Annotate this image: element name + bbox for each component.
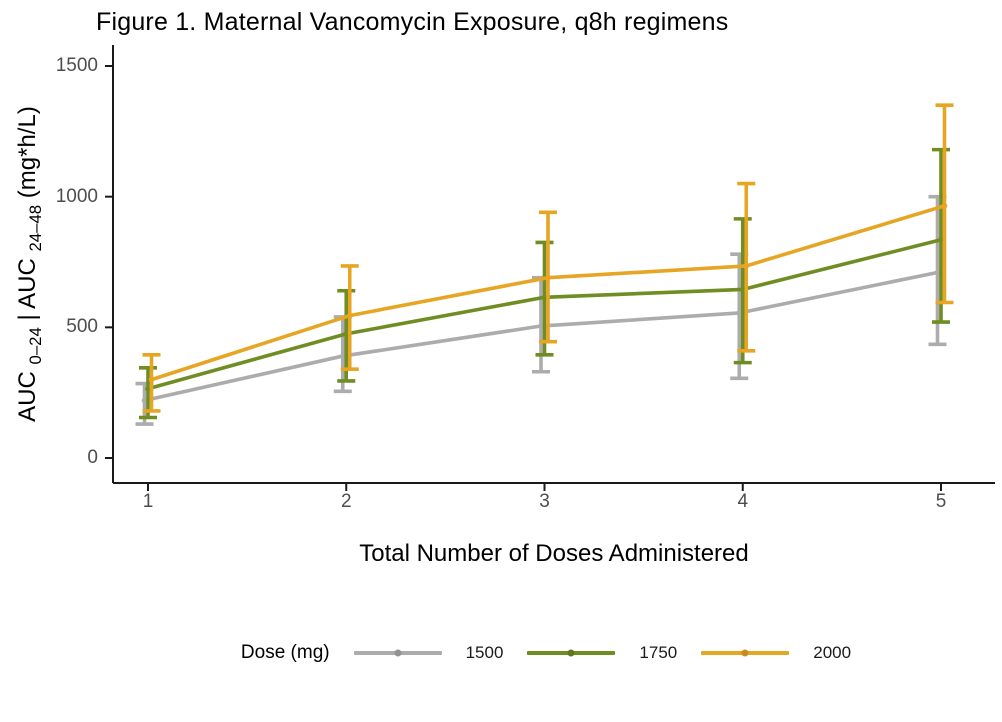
data-point-2000 xyxy=(148,376,155,383)
legend-key-line-1500 xyxy=(353,649,442,657)
y-tick-label: 1000 xyxy=(55,185,98,207)
data-point-1500 xyxy=(339,353,346,359)
data-point-2000 xyxy=(941,203,948,209)
y-tick-label: 500 xyxy=(66,316,98,338)
x-tick-label: 3 xyxy=(539,491,550,512)
legend-key-point-2000 xyxy=(741,649,749,657)
legend: Dose (mg) 1500 1750 2000 xyxy=(0,634,1002,672)
x-tick-label: 5 xyxy=(935,491,947,512)
legend-key-line-1750 xyxy=(527,649,616,657)
data-point-2000 xyxy=(545,274,551,281)
legend-key-point-1500 xyxy=(394,649,402,657)
legend-item-1500: 1500 xyxy=(353,643,504,663)
data-point-1500 xyxy=(934,269,941,276)
data-point-1750 xyxy=(343,331,350,337)
chart-title: Figure 1. Maternal Vancomycin Exposure, … xyxy=(96,8,729,36)
data-point-1750 xyxy=(541,294,548,301)
y-tick-label: 1500 xyxy=(55,55,98,76)
x-axis-title: Total Number of Doses Administered xyxy=(359,540,749,567)
data-point-2000 xyxy=(743,263,750,269)
legend-key-point-1750 xyxy=(567,649,575,657)
legend-title: Dose (mg) xyxy=(240,642,330,663)
legend-item-1750: 1750 xyxy=(527,643,677,663)
y-tick-label: 0 xyxy=(87,447,98,468)
legend-label-1500: 1500 xyxy=(465,643,504,662)
x-tick-label: 4 xyxy=(737,491,749,512)
legend-label-1750: 1750 xyxy=(639,643,678,662)
data-point-1500 xyxy=(538,323,544,329)
legend-key-line-2000 xyxy=(701,649,790,657)
data-point-1750 xyxy=(938,236,944,243)
x-tick-label: 2 xyxy=(340,491,352,512)
x-tick-label: 1 xyxy=(142,491,154,512)
data-point-1750 xyxy=(145,385,151,392)
plot-area xyxy=(105,45,995,491)
data-point-1500 xyxy=(141,397,148,404)
data-point-1500 xyxy=(736,310,743,316)
legend-item-2000: 2000 xyxy=(701,643,851,663)
legend-label-2000: 2000 xyxy=(813,643,852,662)
data-point-2000 xyxy=(346,312,353,319)
data-point-1750 xyxy=(739,286,746,293)
